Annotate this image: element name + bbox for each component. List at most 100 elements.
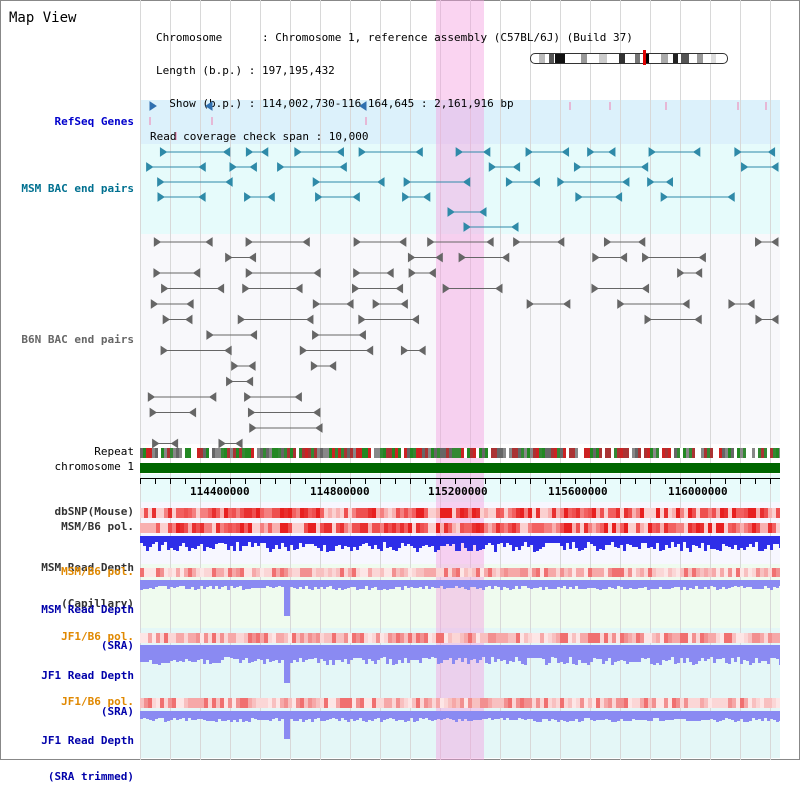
reverse-arrow-icon[interactable] (395, 283, 404, 294)
reverse-arrow-icon[interactable] (622, 177, 630, 187)
reverse-arrow-icon[interactable] (771, 314, 779, 325)
jf1-b6-pol-track[interactable] (140, 633, 780, 643)
reverse-arrow-icon[interactable] (352, 192, 360, 202)
forward-arrow-icon[interactable] (157, 192, 165, 202)
reverse-arrow-icon[interactable] (640, 162, 649, 172)
reverse-arrow-icon[interactable] (698, 252, 706, 263)
reverse-arrow-icon[interactable] (377, 177, 385, 187)
forward-arrow-icon[interactable] (647, 177, 655, 187)
reverse-arrow-icon[interactable] (479, 207, 487, 217)
msm-b6-pol-track-2[interactable] (140, 568, 780, 577)
forward-arrow-icon[interactable] (617, 299, 625, 309)
forward-arrow-icon[interactable] (149, 101, 157, 111)
forward-arrow-icon[interactable] (152, 438, 160, 449)
reverse-arrow-icon[interactable] (771, 237, 779, 247)
forward-arrow-icon[interactable] (312, 299, 321, 309)
reverse-arrow-icon[interactable] (532, 177, 540, 187)
reverse-arrow-icon[interactable] (260, 147, 269, 157)
forward-arrow-icon[interactable] (310, 361, 319, 371)
reverse-arrow-icon[interactable] (486, 237, 494, 247)
reverse-arrow-icon[interactable] (222, 147, 231, 157)
forward-arrow-icon[interactable] (352, 283, 360, 294)
forward-arrow-icon[interactable] (660, 192, 669, 202)
reverse-arrow-icon[interactable] (358, 330, 366, 340)
forward-arrow-icon[interactable] (513, 237, 521, 247)
reverse-arrow-icon[interactable] (694, 314, 702, 325)
reverse-arrow-icon[interactable] (295, 283, 303, 294)
chromosome-ideogram[interactable] (530, 53, 728, 64)
reverse-arrow-icon[interactable] (727, 192, 735, 202)
reverse-arrow-icon[interactable] (561, 147, 570, 157)
reverse-arrow-icon[interactable] (511, 222, 519, 232)
forward-arrow-icon[interactable] (162, 314, 171, 325)
forward-arrow-icon[interactable] (245, 268, 254, 278)
forward-arrow-icon[interactable] (249, 423, 257, 433)
reverse-arrow-icon[interactable] (435, 252, 443, 263)
forward-arrow-icon[interactable] (755, 237, 763, 247)
reverse-arrow-icon[interactable] (249, 162, 257, 172)
msm-depth-capillary-track[interactable] (140, 536, 780, 554)
forward-arrow-icon[interactable] (587, 147, 595, 157)
reverse-arrow-icon[interactable] (302, 237, 310, 247)
forward-arrow-icon[interactable] (463, 222, 471, 232)
reverse-arrow-icon[interactable] (216, 283, 225, 294)
reverse-arrow-icon[interactable] (205, 237, 213, 247)
reverse-arrow-icon[interactable] (400, 299, 408, 309)
reverse-arrow-icon[interactable] (495, 283, 503, 294)
forward-arrow-icon[interactable] (294, 147, 302, 157)
forward-arrow-icon[interactable] (603, 237, 612, 247)
reverse-arrow-icon[interactable] (422, 192, 431, 202)
reverse-arrow-icon[interactable] (619, 252, 628, 263)
forward-arrow-icon[interactable] (400, 345, 409, 356)
reverse-arrow-icon[interactable] (328, 361, 337, 371)
reverse-arrow-icon[interactable] (665, 177, 673, 187)
forward-arrow-icon[interactable] (277, 162, 285, 172)
forward-arrow-icon[interactable] (755, 314, 763, 325)
forward-arrow-icon[interactable] (353, 268, 361, 278)
forward-arrow-icon[interactable] (247, 407, 256, 418)
forward-arrow-icon[interactable] (728, 299, 736, 309)
label-b6n-bac[interactable]: B6N BAC end pairs (21, 333, 134, 346)
forward-arrow-icon[interactable] (206, 330, 214, 340)
forward-arrow-icon[interactable] (159, 147, 168, 157)
forward-arrow-icon[interactable] (591, 283, 599, 294)
reverse-arrow-icon[interactable] (359, 101, 367, 111)
reverse-arrow-icon[interactable] (694, 268, 703, 278)
reverse-arrow-icon[interactable] (248, 252, 257, 263)
forward-arrow-icon[interactable] (146, 162, 154, 172)
forward-arrow-icon[interactable] (226, 376, 234, 387)
forward-arrow-icon[interactable] (648, 147, 656, 157)
forward-arrow-icon[interactable] (677, 268, 685, 278)
reverse-arrow-icon[interactable] (556, 237, 565, 247)
reverse-arrow-icon[interactable] (313, 268, 321, 278)
reverse-arrow-icon[interactable] (501, 252, 510, 263)
jf1-b6-pol-track-2[interactable] (140, 698, 780, 708)
forward-arrow-icon[interactable] (575, 192, 583, 202)
forward-arrow-icon[interactable] (358, 314, 366, 325)
forward-arrow-icon[interactable] (245, 237, 253, 247)
reverse-arrow-icon[interactable] (682, 299, 690, 309)
forward-arrow-icon[interactable] (442, 283, 451, 294)
forward-arrow-icon[interactable] (312, 177, 321, 187)
forward-arrow-icon[interactable] (734, 147, 742, 157)
jf1-depth-trimmed-track[interactable] (140, 711, 780, 739)
forward-arrow-icon[interactable] (244, 392, 252, 402)
reverse-arrow-icon[interactable] (747, 299, 755, 309)
reverse-arrow-icon[interactable] (188, 407, 197, 418)
forward-arrow-icon[interactable] (741, 162, 749, 172)
reverse-arrow-icon[interactable] (346, 299, 354, 309)
reverse-arrow-icon[interactable] (771, 162, 779, 172)
reverse-arrow-icon[interactable] (608, 147, 616, 157)
forward-arrow-icon[interactable] (242, 283, 250, 294)
forward-arrow-icon[interactable] (157, 177, 165, 187)
forward-arrow-icon[interactable] (455, 147, 464, 157)
reverse-arrow-icon[interactable] (386, 268, 394, 278)
reverse-arrow-icon[interactable] (692, 147, 701, 157)
forward-arrow-icon[interactable] (245, 147, 254, 157)
reverse-arrow-icon[interactable] (637, 237, 646, 247)
reverse-arrow-icon[interactable] (198, 162, 206, 172)
reverse-arrow-icon[interactable] (462, 177, 471, 187)
forward-arrow-icon[interactable] (153, 268, 161, 278)
reverse-arrow-icon[interactable] (185, 314, 193, 325)
forward-arrow-icon[interactable] (353, 237, 362, 247)
